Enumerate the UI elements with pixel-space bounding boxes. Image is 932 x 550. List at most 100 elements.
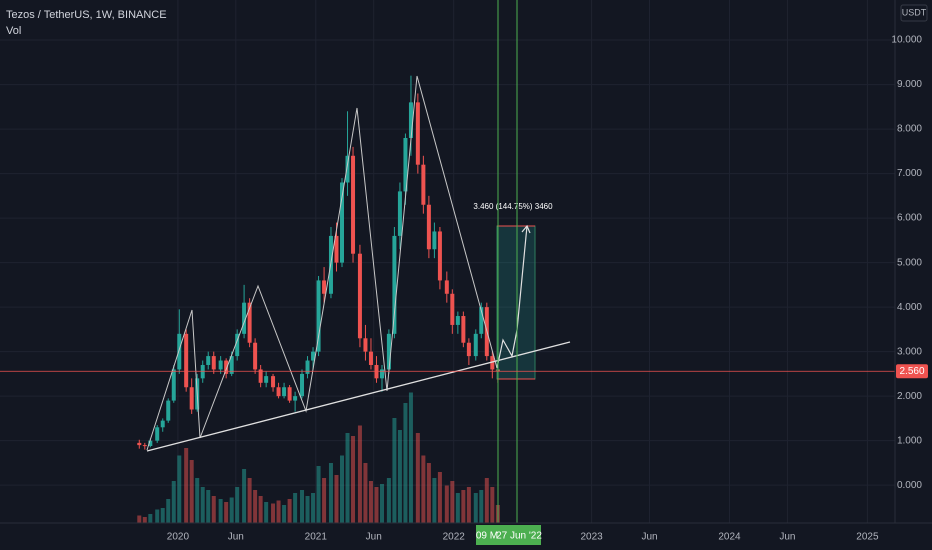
candle-body (374, 364, 379, 379)
candle-body (444, 280, 449, 294)
y-tick-label: 9.000 (897, 79, 922, 90)
candle-body (415, 102, 420, 165)
volume-bar (224, 502, 229, 523)
volume-bar (340, 455, 345, 523)
candle-body (276, 387, 281, 397)
time-marker-box (476, 525, 498, 545)
candle-body (189, 387, 194, 410)
volume-bar (397, 430, 402, 523)
candle-body (322, 280, 327, 294)
y-tick-label: 4.000 (897, 302, 922, 313)
volume-bar (148, 514, 153, 523)
candle-body (461, 316, 466, 343)
y-tick-label: 1.000 (897, 435, 922, 446)
candle-body (137, 442, 142, 446)
candle-body (432, 231, 437, 250)
volume-bar (287, 499, 292, 523)
y-tick-label: 3.000 (897, 346, 922, 357)
candle-body (334, 235, 339, 263)
currency[interactable]: USDT (902, 7, 927, 17)
volume-bar (461, 490, 466, 523)
volume-bar (426, 463, 431, 523)
candle-body (340, 182, 345, 263)
volume-bar (229, 497, 234, 523)
volume-bar (264, 502, 269, 523)
candle-body (363, 338, 368, 352)
candle-body (392, 235, 397, 334)
candle-body (264, 376, 269, 383)
volume-bar (421, 455, 426, 523)
volume (137, 392, 500, 523)
volume-bar (300, 490, 305, 523)
candle-body (211, 356, 216, 370)
volume-bar (379, 484, 384, 523)
volume-bar (450, 481, 455, 523)
volume-bar (455, 493, 460, 523)
candle-body (345, 155, 350, 183)
candle-body (316, 280, 321, 352)
volume-bar (432, 478, 437, 523)
currency-box[interactable] (900, 4, 928, 22)
candle-body (311, 351, 316, 361)
measure-box (496, 225, 536, 380)
candle-body (200, 364, 205, 379)
volume-bar (184, 448, 189, 523)
last-price: 2.560 (899, 366, 924, 377)
volume-bar (189, 460, 194, 523)
volume-bar (479, 490, 484, 523)
volume-bar (374, 487, 379, 523)
candle-body (160, 420, 165, 428)
x-tick-label: 2020 (167, 532, 190, 543)
volume-bar (473, 493, 478, 523)
volume-bar (258, 496, 263, 523)
candle-body (247, 302, 252, 343)
candle-body (155, 427, 160, 441)
x-tick-label: 2023 (580, 532, 603, 543)
volume-bar (316, 466, 321, 523)
volume-bar (137, 515, 142, 523)
candle-body (490, 356, 495, 370)
candle-body (177, 333, 182, 370)
candle-body (473, 333, 478, 357)
projection (496, 225, 528, 369)
candle-body (271, 376, 276, 388)
last-price-box (896, 364, 928, 379)
x-tick-label: Jun (779, 532, 795, 543)
candle-body (305, 360, 310, 374)
axes: 0.000 1.000 2.000 3.000 4.000 5.000 6.000 7.000… (167, 35, 923, 543)
volume-bar (242, 469, 247, 523)
candle-body (368, 351, 373, 365)
projection-arrow (521, 224, 531, 234)
volume-bar (408, 392, 413, 523)
volume-bar (166, 499, 171, 523)
candle-body (235, 333, 240, 357)
volume-bar (368, 481, 373, 523)
y-tick-label: 2.000 (897, 391, 922, 402)
volume-bar (206, 490, 211, 523)
candle-body (300, 373, 305, 397)
x-tick-label: Jun (366, 532, 382, 543)
volume-bar (160, 508, 165, 523)
volume-bar (322, 478, 327, 523)
candle-body (206, 356, 211, 365)
x-tick-label: 2025 (856, 532, 879, 543)
volume-bar (195, 478, 200, 523)
volume-bar (415, 433, 420, 523)
candle-body (379, 369, 384, 379)
volume-bar (484, 478, 489, 523)
volume-bar (466, 487, 471, 523)
volume-bar (357, 425, 362, 523)
candle-body (466, 342, 471, 357)
x-tick-label: 2024 (718, 532, 741, 543)
volume-bar (334, 475, 339, 523)
candle-body (386, 333, 391, 370)
candle-body (357, 253, 362, 339)
candle-body (479, 307, 484, 334)
time-marker: 27 Jun '22 (496, 531, 542, 542)
x-tick-label: Jun (641, 532, 657, 543)
candle-body (148, 440, 153, 446)
candle-body (421, 164, 426, 205)
volume-bar (444, 485, 449, 523)
